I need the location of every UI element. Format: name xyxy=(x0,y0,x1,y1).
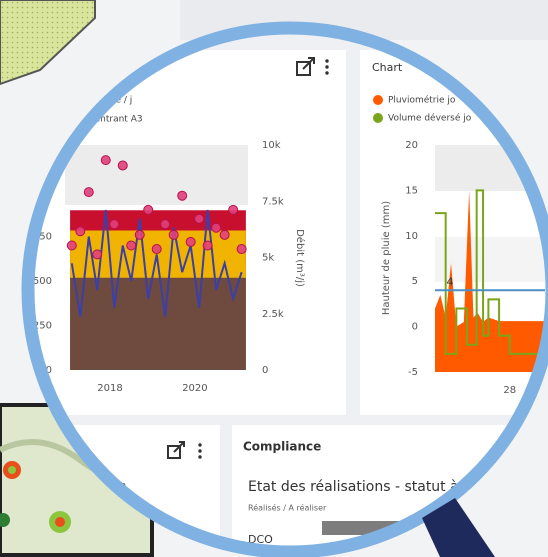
point xyxy=(177,190,188,201)
point xyxy=(143,204,154,215)
y-tick-label: 20 xyxy=(405,140,418,151)
x-tick-label: 28 xyxy=(503,385,516,396)
y2-tick-label: 5k xyxy=(262,253,274,264)
panel-caption: Réalisés / A réaliser xyxy=(248,503,327,513)
legend-marker xyxy=(373,113,383,123)
magnifier-handle xyxy=(422,498,495,557)
open-icon-box[interactable] xyxy=(167,445,181,459)
y-tick-label: 500 xyxy=(33,276,52,287)
y-tick-label: 250 xyxy=(33,321,52,332)
open-icon-arrow[interactable] xyxy=(302,57,315,70)
y2-axis-label: Débit (m³/j) xyxy=(294,229,306,287)
point xyxy=(109,219,120,230)
y-tick-label: 10 xyxy=(405,231,418,242)
point xyxy=(211,222,222,233)
point xyxy=(202,240,213,251)
point xyxy=(151,244,162,255)
row-label: DCO xyxy=(248,533,273,546)
legend-marker xyxy=(373,95,383,105)
menu-icon[interactable] xyxy=(198,443,202,459)
point xyxy=(228,204,239,215)
y2-tick-label: 2.5k xyxy=(262,309,284,320)
menu-dot[interactable] xyxy=(325,71,329,75)
y2-tick-label: 10k xyxy=(262,140,281,151)
point xyxy=(160,219,171,230)
data-label: 4 xyxy=(447,275,454,288)
legend-label: Pluviométrie jo xyxy=(388,95,456,106)
plot-band xyxy=(65,145,248,205)
line xyxy=(70,209,243,317)
point xyxy=(75,226,86,237)
map-shape xyxy=(0,0,96,86)
point xyxy=(100,155,111,166)
panel-subtitle: Etat des réalisations - statut à xyxy=(248,479,459,495)
point xyxy=(117,160,128,171)
y-tick-label: 0 xyxy=(46,365,52,376)
point xyxy=(92,249,103,260)
x-tick-label: 2018 xyxy=(97,383,122,394)
point xyxy=(185,236,196,247)
point xyxy=(194,213,205,224)
menu-dot[interactable] xyxy=(325,65,329,69)
magnifier-ring xyxy=(21,21,548,557)
plot-band xyxy=(435,237,548,282)
point xyxy=(236,244,247,255)
y2-tick-label: 0 xyxy=(262,365,268,376)
open-icon-arrow[interactable] xyxy=(173,441,185,453)
y-tick-label: 5 xyxy=(412,276,418,287)
menu-icon[interactable] xyxy=(325,59,329,75)
point xyxy=(126,240,137,251)
menu-dot[interactable] xyxy=(198,449,202,453)
chart-title: Chart xyxy=(372,61,403,74)
legend-label: Volume déversé jo xyxy=(388,113,472,124)
menu-dot[interactable] xyxy=(325,59,329,63)
point xyxy=(134,229,145,240)
panel-title: Compliance xyxy=(243,440,321,454)
y-tick-label: 750 xyxy=(33,232,52,243)
area xyxy=(70,277,246,370)
point xyxy=(83,187,94,198)
open-icon[interactable] xyxy=(167,441,185,459)
map-marker xyxy=(8,466,16,474)
point xyxy=(219,229,230,240)
open-icon[interactable] xyxy=(296,57,315,76)
map-marker xyxy=(0,513,10,527)
line xyxy=(435,189,545,355)
chart-subtitle: alier entrant A3 xyxy=(72,115,143,125)
y-tick-label: -5 xyxy=(408,367,418,378)
menu-dot[interactable] xyxy=(198,443,202,447)
area xyxy=(435,190,545,372)
y2-tick-label: 7.5k xyxy=(262,196,284,207)
open-icon-box[interactable] xyxy=(296,61,311,76)
y-tick-label: 0 xyxy=(412,322,418,333)
x-tick-label: 2020 xyxy=(182,383,207,394)
map-marker xyxy=(55,517,65,527)
y-tick-label: 15 xyxy=(405,185,418,196)
y-axis-label: Hauteur de pluie (mm) xyxy=(381,201,392,315)
menu-dot[interactable] xyxy=(198,455,202,459)
point xyxy=(168,229,179,240)
point xyxy=(66,240,77,251)
